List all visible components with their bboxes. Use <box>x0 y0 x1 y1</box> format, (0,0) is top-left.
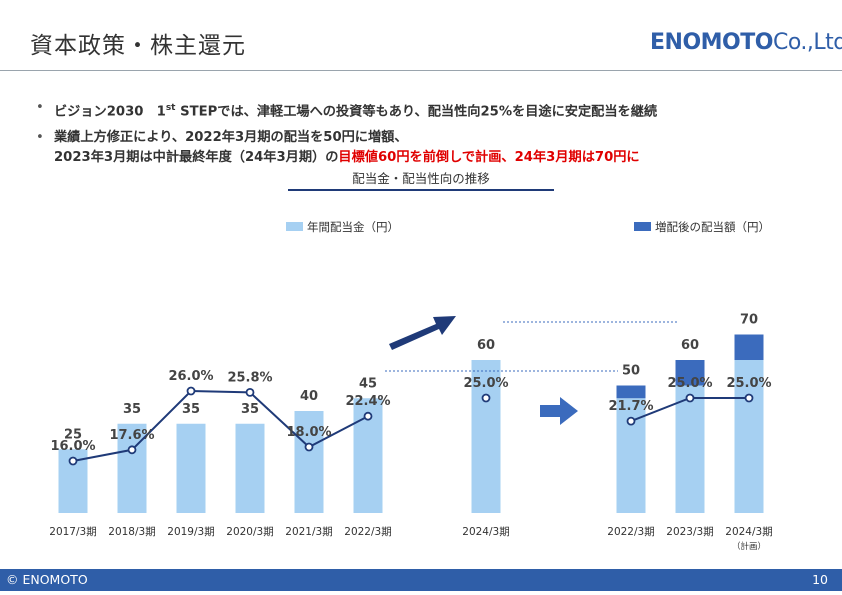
bar-value-label-3: 35 <box>241 402 259 417</box>
plan-payout-point-2 <box>744 393 754 403</box>
bullet-list: ビジョン2030 1st STEPでは、津軽工場への投資等もあり、配当性向25%… <box>36 98 657 168</box>
payout-point-6 <box>481 393 491 403</box>
bullet-item-2-line2: 2023年3月期は中計最終年度（24年3月期）の目標値60円を前倒しで計画、24… <box>54 150 640 166</box>
bar-value-label-5: 45 <box>359 376 377 391</box>
plan-payout-point-1 <box>685 393 695 403</box>
footer-bar: © ENOMOTO 10 <box>0 569 842 591</box>
plan-bar-increase-0 <box>616 385 646 399</box>
highlight-text: 目標値60円を前倒しで計画、24年3月期は70円に <box>338 150 640 166</box>
payout-point-4 <box>304 442 314 452</box>
bullet-item-1: ビジョン2030 1st STEPでは、津軽工場への投資等もあり、配当性向25%… <box>36 98 657 122</box>
x-tick-label-4: 2021/3期 <box>285 526 332 538</box>
company-logo: ENOMOTOCo.,Ltd. <box>650 30 842 55</box>
plan-bar-increase-1 <box>675 360 705 386</box>
payout-ratio-line <box>72 389 369 462</box>
payout-label-2: 26.0% <box>168 369 213 384</box>
plan-x-tick-label-0: 2022/3期 <box>607 526 654 538</box>
plan-payout-point-0 <box>626 416 636 426</box>
x-tick-label-6: 2024/3期 <box>462 526 509 538</box>
page-number: 10 <box>812 572 828 587</box>
payout-point-0 <box>68 456 78 466</box>
bar-value-label-6: 60 <box>477 338 495 353</box>
dividend-chart: 25 2017/3期 35 2018/3期 35 2019/3期 35 2020/3期 40 20… <box>49 220 772 552</box>
plan-bar-base-1 <box>675 385 705 513</box>
legend-label-increase: 増配後の配当額（円） <box>655 220 770 234</box>
plan-bar-value-label-2: 70 <box>740 313 758 328</box>
x-tick-label-2: 2019/3期 <box>167 526 214 538</box>
logo-main-text: ENOMOTO <box>650 30 773 55</box>
bar-value-label-4: 40 <box>300 389 318 404</box>
payout-label-6: 25.0% <box>463 376 508 391</box>
bar-2 <box>176 423 206 513</box>
plan-x-tick-label-1: 2023/3期 <box>666 526 713 538</box>
payout-label-4: 18.0% <box>286 425 331 440</box>
plan-payout-label-1: 25.0% <box>667 376 712 391</box>
x-tick-label-0: 2017/3期 <box>49 526 96 538</box>
payout-point-3 <box>245 387 255 397</box>
bar-3 <box>235 423 265 513</box>
bar-value-label-0: 25 <box>64 427 82 442</box>
bar-value-label-2: 35 <box>182 402 200 417</box>
payout-label-5: 22.4% <box>345 394 390 409</box>
bar-value-label-1: 35 <box>123 402 141 417</box>
legend-swatch-increase <box>634 222 651 231</box>
plan-bar-value-label-0: 50 <box>622 364 640 379</box>
chart-section-title: 配当金・配当性向の推移 <box>352 171 490 186</box>
bar-4 <box>294 411 324 513</box>
plan-bar-base-2 <box>734 360 764 513</box>
legend-swatch-annual <box>286 222 303 231</box>
plan-bar-value-label-1: 60 <box>681 338 699 353</box>
x-tick-label-1: 2018/3期 <box>108 526 155 538</box>
payout-point-1 <box>127 445 137 455</box>
logo-sub-text: Co.,Ltd. <box>772 30 842 55</box>
right-arrow-icon <box>540 397 578 425</box>
footer-copyright: © ENOMOTO <box>6 572 88 587</box>
bullet-item-2-line1: 業績上方修正により、2022年3月期の配当を50円に増額、 <box>54 130 408 146</box>
plan-payout-label-0: 21.7% <box>608 399 653 414</box>
bullet-item-2: 業績上方修正により、2022年3月期の配当を50円に増額、 2023年3月期は中… <box>36 128 657 168</box>
ordinal-suffix: st <box>165 103 176 113</box>
payout-label-1: 17.6% <box>109 428 154 443</box>
payout-label-3: 25.8% <box>227 370 272 385</box>
x-tick-label-5: 2022/3期 <box>344 526 391 538</box>
plan-x-tick-note-2: （計画） <box>732 541 766 552</box>
chart-section-underline <box>288 189 554 191</box>
header-divider <box>0 70 842 71</box>
x-tick-label-3: 2020/3期 <box>226 526 273 538</box>
plan-bar-base-0 <box>616 398 646 513</box>
bar-1 <box>117 423 147 513</box>
payout-label-0: 16.0% <box>50 439 95 454</box>
bar-6 <box>471 360 501 513</box>
plan-x-tick-label-2: 2024/3期 <box>725 526 772 538</box>
payout-point-5 <box>363 411 373 421</box>
page-title: 資本政策・株主還元 <box>30 33 246 59</box>
legend-label-annual: 年間配当金（円） <box>307 220 399 234</box>
plan-payout-label-2: 25.0% <box>726 376 771 391</box>
payout-point-2 <box>186 386 196 396</box>
plan-bar-increase-2 <box>734 334 764 360</box>
trend-arrow-icon <box>389 316 456 350</box>
